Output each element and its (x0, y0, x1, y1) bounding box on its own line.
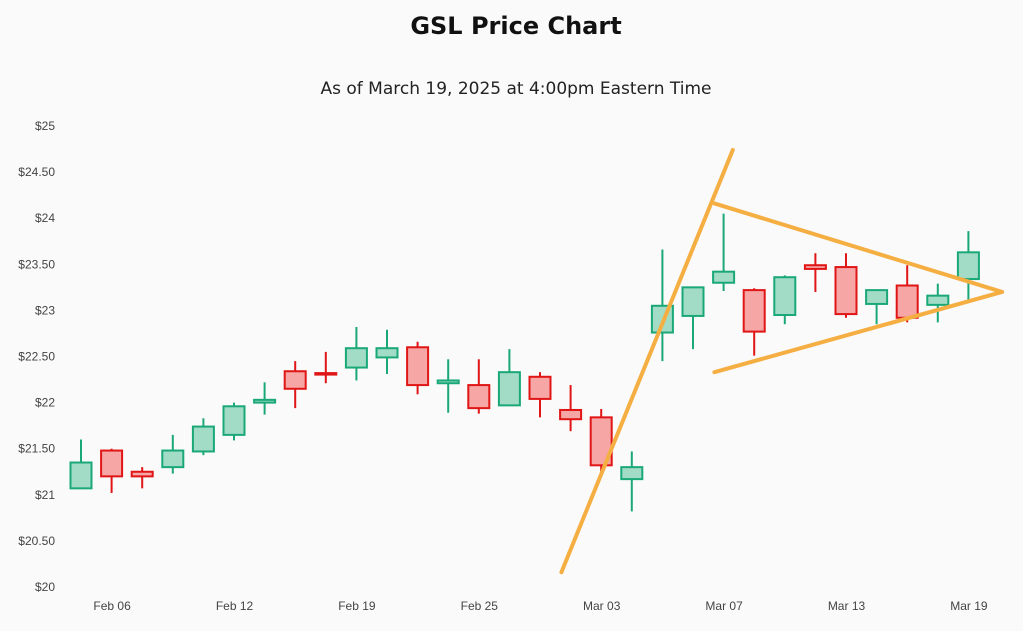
candle-body (559, 408, 583, 421)
candle-body (803, 264, 827, 270)
candle-body (528, 375, 552, 400)
candle-up (191, 418, 215, 456)
candle-up (253, 382, 277, 415)
y-tick-label: $25 (35, 119, 55, 133)
candle-down (406, 341, 430, 395)
candle-up (956, 231, 980, 301)
chart-subtitle: As of March 19, 2025 at 4:00pm Eastern T… (320, 79, 712, 99)
trendlines (559, 147, 1005, 575)
candle-up (344, 326, 368, 381)
candle-down (467, 359, 491, 414)
candle-body (344, 347, 368, 369)
candle-up (69, 439, 93, 490)
candle-body (773, 276, 797, 317)
x-tick-label: Feb 25 (461, 599, 499, 613)
candle-down (559, 385, 583, 432)
y-tick-label: $21.50 (18, 442, 55, 456)
candle-body (742, 289, 766, 333)
candle-down (314, 351, 338, 384)
candle-down (528, 372, 552, 418)
candle-body (191, 425, 215, 453)
candle-body (712, 270, 736, 284)
candle-down (803, 253, 827, 292)
candle-down (589, 409, 613, 475)
x-tick-label: Mar 07 (705, 599, 743, 613)
candle-body (834, 266, 858, 316)
candle-down (742, 288, 766, 356)
candle-body (926, 294, 950, 306)
candle-body (589, 416, 613, 467)
candle-down (283, 361, 307, 409)
candle-body (161, 449, 185, 469)
x-tick-label: Feb 06 (93, 599, 131, 613)
candle-up (620, 451, 644, 512)
trendline (559, 147, 735, 575)
candle-body (497, 371, 521, 407)
candle-body (436, 379, 460, 385)
candle-body (283, 370, 307, 390)
candle-up (926, 283, 950, 323)
y-tick-label: $22 (35, 396, 55, 410)
candle-up (865, 289, 889, 325)
x-tick-label: Mar 19 (950, 599, 988, 613)
candle-body (375, 347, 399, 359)
x-axis: Feb 06 Feb 12 Feb 19 Feb 25 Mar 03 Mar 07 Mar … (93, 599, 987, 613)
candle-up (497, 349, 521, 407)
y-tick-label: $21 (35, 488, 55, 502)
candle-body (467, 384, 491, 410)
trendline (712, 201, 1005, 294)
y-tick-label: $22.50 (18, 350, 55, 364)
candle-body (956, 251, 980, 281)
candle-body (69, 461, 93, 490)
x-tick-label: Feb 19 (338, 599, 376, 613)
y-axis: $25 $24.50 $24 $23.50 $23 $22.50 $22 $21.50 $21 $… (18, 119, 55, 594)
x-tick-label: Mar 13 (828, 599, 866, 613)
trendline (712, 289, 1005, 375)
candle-up (773, 275, 797, 325)
candle-down (834, 253, 858, 318)
y-tick-label: $24.50 (18, 165, 55, 179)
candle-body (314, 372, 338, 376)
candle-body (895, 284, 919, 319)
candle-body (865, 289, 889, 305)
candle-up (681, 286, 705, 350)
candle-up (375, 329, 399, 375)
candle-up (161, 434, 185, 474)
y-tick-label: $23.50 (18, 257, 55, 271)
candle-body (620, 466, 644, 481)
candle-down (130, 467, 154, 489)
candle-up (712, 213, 736, 292)
chart-title: GSL Price Chart (410, 12, 622, 40)
x-tick-label: Mar 03 (583, 599, 621, 613)
candle-body (253, 398, 277, 404)
candle-body (100, 449, 124, 478)
candles (69, 213, 980, 512)
candle-body (130, 470, 154, 478)
candle-body (406, 346, 430, 387)
y-tick-label: $24 (35, 211, 55, 225)
candle-down (895, 265, 919, 323)
y-tick-label: $20.50 (18, 534, 55, 548)
candle-body (681, 286, 705, 317)
candle-up (222, 402, 246, 441)
y-tick-label: $20 (35, 580, 55, 594)
candle-down (100, 448, 124, 493)
candle-body (222, 405, 246, 436)
x-tick-label: Feb 12 (216, 599, 254, 613)
candle-up (436, 359, 460, 413)
y-tick-label: $23 (35, 303, 55, 317)
